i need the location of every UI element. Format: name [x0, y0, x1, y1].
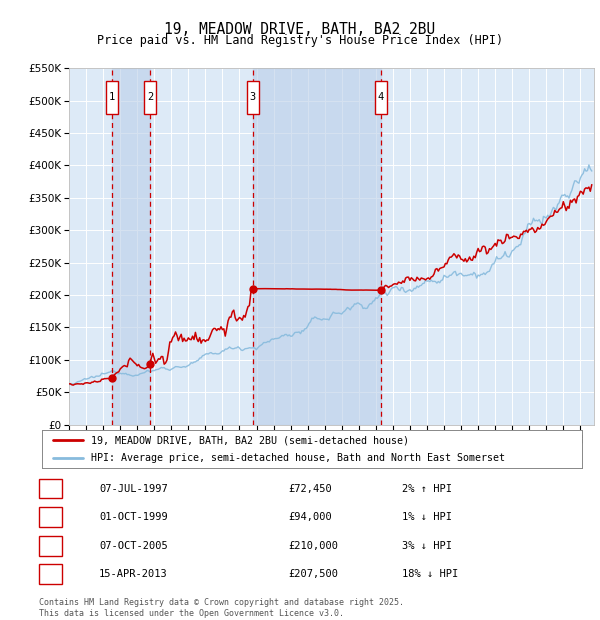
Text: 07-JUL-1997: 07-JUL-1997 — [99, 484, 168, 494]
Text: 15-APR-2013: 15-APR-2013 — [99, 569, 168, 579]
Text: £72,450: £72,450 — [288, 484, 332, 494]
Text: 01-OCT-1999: 01-OCT-1999 — [99, 512, 168, 522]
Text: 1: 1 — [109, 92, 115, 102]
Text: 3% ↓ HPI: 3% ↓ HPI — [402, 541, 452, 551]
Text: 2: 2 — [147, 92, 153, 102]
Text: 3: 3 — [47, 541, 53, 551]
Text: 3: 3 — [250, 92, 256, 102]
Text: HPI: Average price, semi-detached house, Bath and North East Somerset: HPI: Average price, semi-detached house,… — [91, 453, 505, 463]
Text: 19, MEADOW DRIVE, BATH, BA2 2BU: 19, MEADOW DRIVE, BATH, BA2 2BU — [164, 22, 436, 37]
Text: 4: 4 — [377, 92, 384, 102]
Text: 07-OCT-2005: 07-OCT-2005 — [99, 541, 168, 551]
Bar — [106, 81, 118, 113]
Text: 4: 4 — [47, 569, 53, 579]
Bar — [144, 81, 156, 113]
Text: 1: 1 — [47, 484, 53, 494]
Bar — [247, 81, 259, 113]
Bar — [375, 81, 387, 113]
Text: 2% ↑ HPI: 2% ↑ HPI — [402, 484, 452, 494]
Text: 18% ↓ HPI: 18% ↓ HPI — [402, 569, 458, 579]
Bar — [253, 68, 381, 425]
Bar — [112, 68, 150, 425]
Text: 19, MEADOW DRIVE, BATH, BA2 2BU (semi-detached house): 19, MEADOW DRIVE, BATH, BA2 2BU (semi-de… — [91, 435, 409, 445]
Text: Price paid vs. HM Land Registry's House Price Index (HPI): Price paid vs. HM Land Registry's House … — [97, 34, 503, 47]
Text: £207,500: £207,500 — [288, 569, 338, 579]
Text: 2: 2 — [47, 512, 53, 522]
Text: 1% ↓ HPI: 1% ↓ HPI — [402, 512, 452, 522]
Text: £94,000: £94,000 — [288, 512, 332, 522]
Text: £210,000: £210,000 — [288, 541, 338, 551]
Text: Contains HM Land Registry data © Crown copyright and database right 2025.
This d: Contains HM Land Registry data © Crown c… — [39, 598, 404, 618]
